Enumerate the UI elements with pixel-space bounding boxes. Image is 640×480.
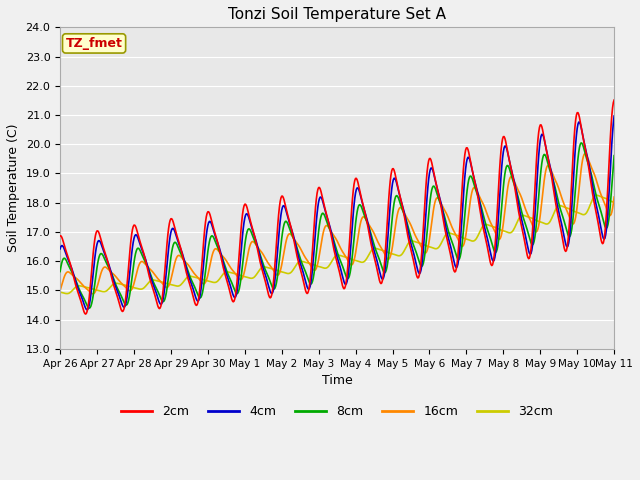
Title: Tonzi Soil Temperature Set A: Tonzi Soil Temperature Set A — [228, 7, 446, 22]
Y-axis label: Soil Temperature (C): Soil Temperature (C) — [7, 124, 20, 252]
X-axis label: Time: Time — [322, 374, 353, 387]
Legend: 2cm, 4cm, 8cm, 16cm, 32cm: 2cm, 4cm, 8cm, 16cm, 32cm — [116, 400, 558, 423]
Text: TZ_fmet: TZ_fmet — [66, 37, 122, 50]
